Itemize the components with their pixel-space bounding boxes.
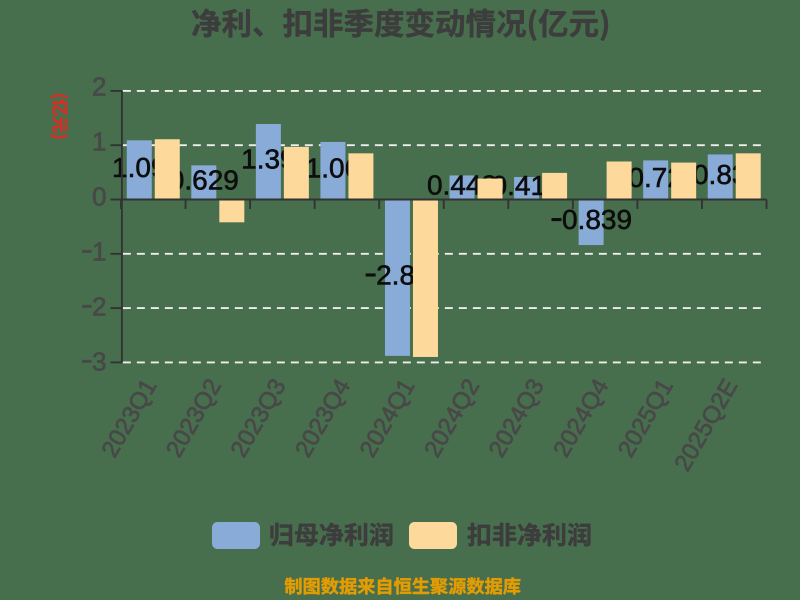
svg-text:1: 1 — [92, 126, 106, 156]
svg-text:3: 3 — [92, 346, 106, 376]
svg-text:2: 2 — [92, 291, 106, 321]
svg-text:0.839: 0.839 — [562, 204, 632, 235]
svg-text:0.629: 0.629 — [169, 164, 239, 195]
svg-text:1: 1 — [92, 236, 106, 266]
svg-text:2: 2 — [92, 71, 106, 101]
svg-text:0: 0 — [92, 181, 106, 211]
